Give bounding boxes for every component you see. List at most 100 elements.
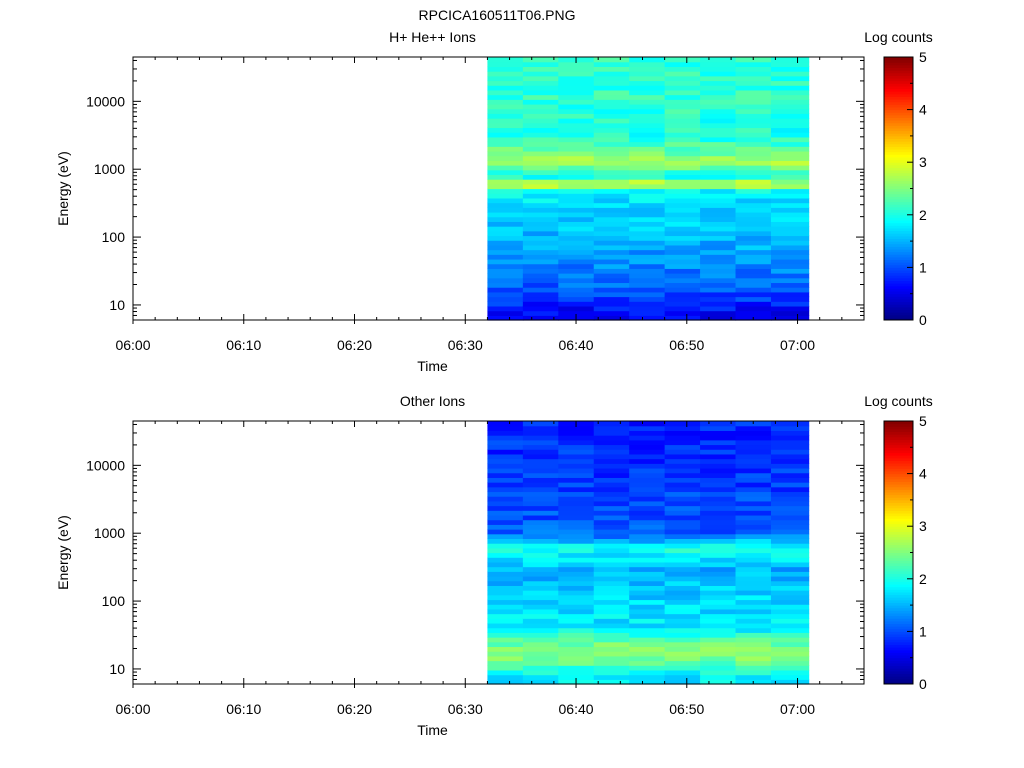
colorbar-segment	[884, 636, 913, 640]
colorbar-segment	[884, 436, 913, 440]
heatmap-cell	[522, 136, 559, 143]
heatmap-cell	[558, 529, 595, 535]
heatmap-cell	[593, 561, 630, 568]
colorbar-segment	[884, 93, 913, 97]
heatmap-cell	[735, 641, 772, 648]
heatmap-cell	[593, 604, 630, 610]
heatmap-cell	[558, 301, 595, 307]
heatmap-cell	[593, 150, 630, 157]
heatmap-cell	[770, 590, 810, 596]
heatmap-cell	[700, 207, 737, 213]
heatmap-cell	[522, 463, 559, 469]
colorbar-segment	[884, 584, 913, 588]
colorbar-segment	[884, 262, 913, 266]
plot-frame	[132, 420, 865, 685]
y-tick-label: 1000	[94, 161, 125, 177]
heatmap-cell	[664, 425, 701, 431]
heatmap-cell	[593, 524, 630, 530]
heatmap-cell	[664, 183, 701, 190]
heatmap-cell	[593, 585, 630, 591]
heatmap-cell	[664, 486, 701, 493]
colorbar-segment	[884, 523, 913, 527]
heatmap-cell	[664, 160, 701, 166]
heatmap-cell	[522, 174, 559, 180]
heatmap-cell	[558, 273, 595, 279]
heatmap-cell	[629, 590, 666, 596]
heatmap-cell	[629, 221, 666, 227]
heatmap-cell	[629, 240, 666, 246]
heatmap-cell	[629, 127, 666, 133]
heatmap-cell	[593, 57, 630, 63]
heatmap-cell	[664, 94, 701, 100]
heatmap-cell	[558, 641, 595, 648]
heatmap-cell	[735, 146, 772, 152]
heatmap-cell	[522, 575, 559, 582]
heatmap-cell	[522, 458, 559, 464]
heatmap-cell	[487, 519, 524, 525]
colorbar-segment	[884, 314, 913, 318]
heatmap-cell	[735, 486, 772, 493]
heatmap-cell	[593, 188, 630, 194]
heatmap-cell	[735, 169, 772, 176]
heatmap-cell	[735, 449, 772, 455]
heatmap-cell	[735, 188, 772, 194]
heatmap-cell	[735, 425, 772, 431]
heatmap-cell	[770, 99, 810, 105]
heatmap-cell	[558, 136, 595, 143]
heatmap-cell	[558, 118, 595, 124]
heatmap-cell	[770, 608, 810, 615]
heatmap-cell	[735, 444, 772, 450]
colorbar-segment	[884, 75, 913, 79]
heatmap-cell	[558, 477, 595, 483]
panel-title: Other Ions	[400, 393, 465, 409]
heatmap-cell	[629, 547, 666, 554]
heatmap-cell	[735, 61, 772, 67]
heatmap-cell	[629, 453, 666, 460]
heatmap-cell	[629, 449, 666, 455]
heatmap-cell	[700, 453, 737, 460]
heatmap-cell	[664, 244, 701, 251]
heatmap-cell	[593, 472, 630, 478]
heatmap-cell	[629, 613, 666, 619]
panel-other-ions: Other Ions 06:00 06:10 06:20 06:30 06:40 06:50…	[55, 393, 933, 738]
heatmap-cell	[770, 291, 810, 298]
heatmap-cell	[700, 132, 737, 138]
x-tick-label: 06:30	[448, 701, 483, 717]
heatmap-cell	[735, 103, 772, 110]
heatmap-cell	[770, 75, 810, 82]
heatmap-cell	[558, 430, 595, 436]
heatmap-cell	[700, 425, 737, 431]
heatmap-cell	[593, 235, 630, 241]
heatmap-cell	[664, 496, 701, 502]
heatmap-cell	[522, 482, 559, 488]
x-tick-label: 07:00	[780, 701, 815, 717]
heatmap-cell	[735, 519, 772, 525]
heatmap-cell	[487, 529, 524, 535]
heatmap-cell	[664, 543, 701, 549]
colorbar-segment	[884, 544, 913, 548]
heatmap-cell	[593, 641, 630, 648]
heatmap-cell	[629, 89, 666, 96]
heatmap-cell	[700, 211, 737, 218]
heatmap-cell	[487, 439, 524, 446]
heatmap-cell	[487, 622, 524, 629]
colorbar-segment	[884, 628, 913, 632]
heatmap-cell	[487, 613, 524, 619]
heatmap-cell	[629, 604, 666, 610]
colorbar-segment	[884, 657, 913, 661]
heatmap-cell	[593, 655, 630, 662]
heatmap-cell	[522, 282, 559, 288]
heatmap-cell	[664, 268, 701, 274]
heatmap-cell	[664, 669, 701, 676]
heatmap-cell	[487, 421, 524, 427]
heatmap-cell	[593, 216, 630, 222]
heatmap-cell	[593, 127, 630, 133]
heatmap-cell	[629, 226, 666, 232]
heatmap-cell	[487, 57, 524, 63]
colorbar-segment	[884, 447, 913, 451]
heatmap-cell	[700, 632, 737, 638]
heatmap-cell	[700, 637, 737, 643]
heatmap-cell	[487, 463, 524, 469]
heatmap-cell	[522, 477, 559, 483]
heatmap-cell	[487, 608, 524, 615]
